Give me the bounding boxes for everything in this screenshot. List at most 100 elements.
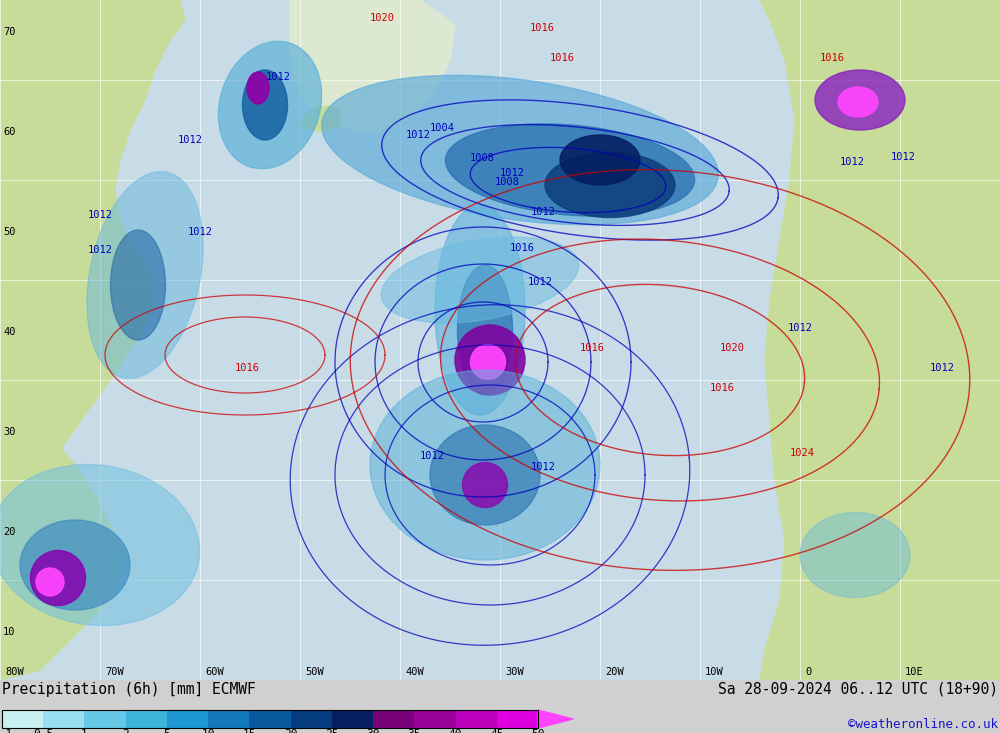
Polygon shape: [760, 0, 1000, 680]
Ellipse shape: [110, 230, 166, 340]
Bar: [456, 710, 497, 728]
Ellipse shape: [430, 425, 540, 525]
Ellipse shape: [20, 520, 130, 610]
Text: 1016: 1016: [550, 53, 574, 63]
Text: 50: 50: [531, 729, 545, 733]
Text: 1008: 1008: [494, 177, 520, 187]
Text: 1012: 1012: [788, 323, 812, 333]
Ellipse shape: [800, 512, 910, 597]
Text: 25: 25: [325, 729, 339, 733]
Text: 50: 50: [3, 227, 16, 237]
Text: 70W: 70W: [105, 667, 124, 677]
Text: 0.1: 0.1: [0, 729, 12, 733]
Text: Precipitation (6h) [mm] ECMWF: Precipitation (6h) [mm] ECMWF: [2, 682, 256, 697]
Ellipse shape: [445, 124, 695, 216]
Text: 20W: 20W: [605, 667, 624, 677]
Bar: [43, 710, 84, 728]
Text: 20: 20: [3, 527, 16, 537]
Text: 40: 40: [3, 327, 16, 337]
Text: 60: 60: [3, 127, 16, 137]
Text: 5: 5: [164, 729, 170, 733]
Polygon shape: [290, 0, 455, 132]
Text: 20: 20: [284, 729, 297, 733]
Text: 60W: 60W: [205, 667, 224, 677]
Ellipse shape: [381, 237, 579, 323]
Text: 1012: 1012: [88, 245, 112, 255]
Text: 1016: 1016: [580, 343, 604, 353]
Ellipse shape: [471, 345, 506, 380]
Bar: [497, 710, 538, 728]
Text: 1012: 1012: [88, 210, 112, 220]
Ellipse shape: [560, 135, 640, 185]
Text: 1012: 1012: [500, 168, 524, 178]
Ellipse shape: [545, 152, 675, 218]
Text: Sa 28-09-2024 06..12 UTC (18+90): Sa 28-09-2024 06..12 UTC (18+90): [718, 682, 998, 697]
Text: 30: 30: [366, 729, 380, 733]
Polygon shape: [538, 710, 573, 728]
Text: 1012: 1012: [266, 72, 290, 82]
Text: 40: 40: [449, 729, 462, 733]
Ellipse shape: [815, 70, 905, 130]
Text: ©weatheronline.co.uk: ©weatheronline.co.uk: [848, 718, 998, 731]
Ellipse shape: [435, 205, 525, 415]
Text: 1012: 1012: [930, 363, 954, 373]
Text: 50W: 50W: [305, 667, 324, 677]
Text: 1012: 1012: [891, 152, 916, 162]
Text: 1012: 1012: [188, 227, 212, 237]
Text: 1016: 1016: [820, 53, 844, 63]
Bar: [208, 710, 249, 728]
Text: 30W: 30W: [505, 667, 524, 677]
Text: 80W: 80W: [5, 667, 24, 677]
Polygon shape: [0, 0, 185, 535]
Text: 1012: 1012: [840, 157, 864, 167]
Ellipse shape: [462, 463, 508, 507]
Text: 1012: 1012: [528, 277, 552, 287]
Text: 1016: 1016: [510, 243, 534, 253]
Bar: [249, 710, 291, 728]
Text: 10E: 10E: [905, 667, 924, 677]
Text: 0: 0: [805, 667, 811, 677]
Bar: [332, 710, 373, 728]
Text: 1020: 1020: [720, 343, 744, 353]
Text: 1024: 1024: [790, 448, 814, 458]
Ellipse shape: [247, 72, 269, 104]
Bar: [373, 710, 414, 728]
Text: 45: 45: [490, 729, 504, 733]
Text: 1004: 1004: [430, 123, 454, 133]
Text: 1016: 1016: [530, 23, 554, 33]
Bar: [84, 710, 126, 728]
Text: 15: 15: [243, 729, 256, 733]
Ellipse shape: [87, 172, 203, 378]
Text: 1020: 1020: [370, 13, 394, 23]
Text: 1012: 1012: [420, 451, 444, 461]
Bar: [2, 710, 43, 728]
Bar: [126, 710, 167, 728]
Text: 0.5: 0.5: [33, 729, 53, 733]
Ellipse shape: [36, 568, 64, 596]
Bar: [291, 710, 332, 728]
Text: 10: 10: [3, 627, 16, 637]
Ellipse shape: [458, 265, 512, 395]
Text: 1008: 1008: [470, 153, 494, 163]
Ellipse shape: [838, 87, 878, 117]
Ellipse shape: [455, 325, 525, 395]
Polygon shape: [300, 106, 340, 132]
Bar: [2, 710, 538, 728]
Text: 1: 1: [81, 729, 88, 733]
Ellipse shape: [370, 370, 600, 560]
Ellipse shape: [322, 75, 718, 225]
Ellipse shape: [242, 70, 288, 140]
Text: 30: 30: [3, 427, 16, 437]
Text: 10W: 10W: [705, 667, 724, 677]
Text: 1012: 1012: [530, 207, 556, 217]
Bar: [167, 710, 208, 728]
Text: 1012: 1012: [178, 135, 202, 145]
Text: 1012: 1012: [406, 130, 430, 140]
Text: 2: 2: [122, 729, 129, 733]
Ellipse shape: [218, 41, 322, 169]
Ellipse shape: [30, 550, 86, 605]
Text: 40W: 40W: [405, 667, 424, 677]
Ellipse shape: [0, 465, 200, 625]
Text: 1016: 1016: [234, 363, 260, 373]
Text: 1012: 1012: [530, 462, 556, 472]
